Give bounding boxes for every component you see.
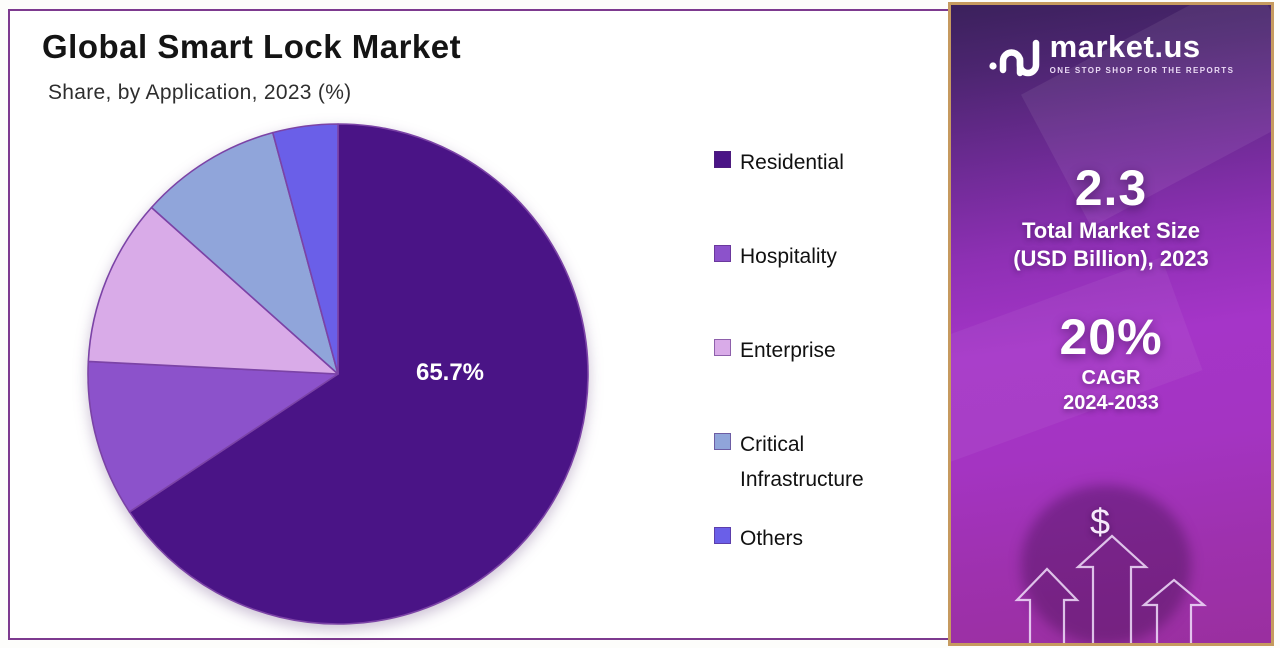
legend-item-critical-infrastructure: Critical Infrastructure	[714, 427, 934, 491]
logo: market.us ONE STOP SHOP FOR THE REPORTS	[951, 29, 1271, 77]
cagr-label-line2: 2024-2033	[1063, 392, 1159, 414]
chart-panel: Global Smart Lock Market Share, by Appli…	[8, 9, 952, 640]
market-size-label-line1: Total Market Size	[1021, 218, 1201, 243]
legend-swatch	[714, 433, 731, 450]
legend-item-residential: Residential	[714, 145, 934, 179]
marketus-logo-icon	[989, 39, 1039, 77]
pie-slice-hospitality	[87, 360, 339, 513]
legend-label: Others	[740, 527, 804, 550]
legend-label: Residential	[740, 151, 844, 174]
pie-chart: 65.7%	[87, 123, 589, 625]
chart-subtitle: Share, by Application, 2023 (%)	[48, 81, 352, 104]
logo-brand-text: market.us	[1049, 29, 1201, 64]
pie-slice-critical-infrastructure	[150, 131, 339, 375]
legend: Residential Hospitality Enterprise Critical…	[714, 145, 934, 555]
arrow-up-left-icon	[1014, 567, 1080, 643]
arrow-up-right-icon	[1140, 578, 1208, 643]
legend-swatch	[714, 245, 731, 262]
legend-swatch	[714, 339, 731, 356]
legend-label: Hospitality	[740, 245, 837, 268]
legend-swatch	[714, 151, 731, 168]
pie-data-label: 65.7%	[416, 359, 484, 386]
pie-slice-residential	[128, 123, 589, 625]
market-size-value: 2.3	[1074, 160, 1148, 216]
legend-item-enterprise: Enterprise	[714, 333, 934, 367]
legend-swatch	[714, 527, 731, 544]
market-size-label-line2: (USD Billion), 2023	[1013, 245, 1209, 271]
pie-slice-others	[271, 123, 339, 375]
photo-overlay-blob	[1021, 485, 1191, 643]
dollar-symbol: $	[1089, 501, 1111, 542]
growth-arrows-icon	[1014, 534, 1208, 643]
logo-tagline: ONE STOP SHOP FOR THE REPORTS	[1049, 66, 1235, 75]
legend-item-hospitality: Hospitality	[714, 239, 934, 273]
legend-item-others: Others	[714, 521, 934, 555]
pie-slice-enterprise	[87, 206, 339, 375]
cagr-label: CAGR 2024-2033	[951, 366, 1271, 416]
legend-label: Enterprise	[740, 339, 836, 362]
cagr-value: 20%	[1059, 309, 1163, 365]
chart-title: Global Smart Lock Market	[42, 28, 462, 65]
brand-sidebar: market.us ONE STOP SHOP FOR THE REPORTS …	[948, 2, 1274, 646]
cagr-label-line1: CAGR	[1081, 367, 1141, 389]
market-size-label: Total Market Size (USD Billion), 2023	[951, 217, 1271, 272]
legend-label: Critical Infrastructure	[740, 433, 864, 491]
arrow-up-middle-icon	[1075, 534, 1149, 643]
pie-chart-container: 65.7%	[78, 114, 598, 634]
